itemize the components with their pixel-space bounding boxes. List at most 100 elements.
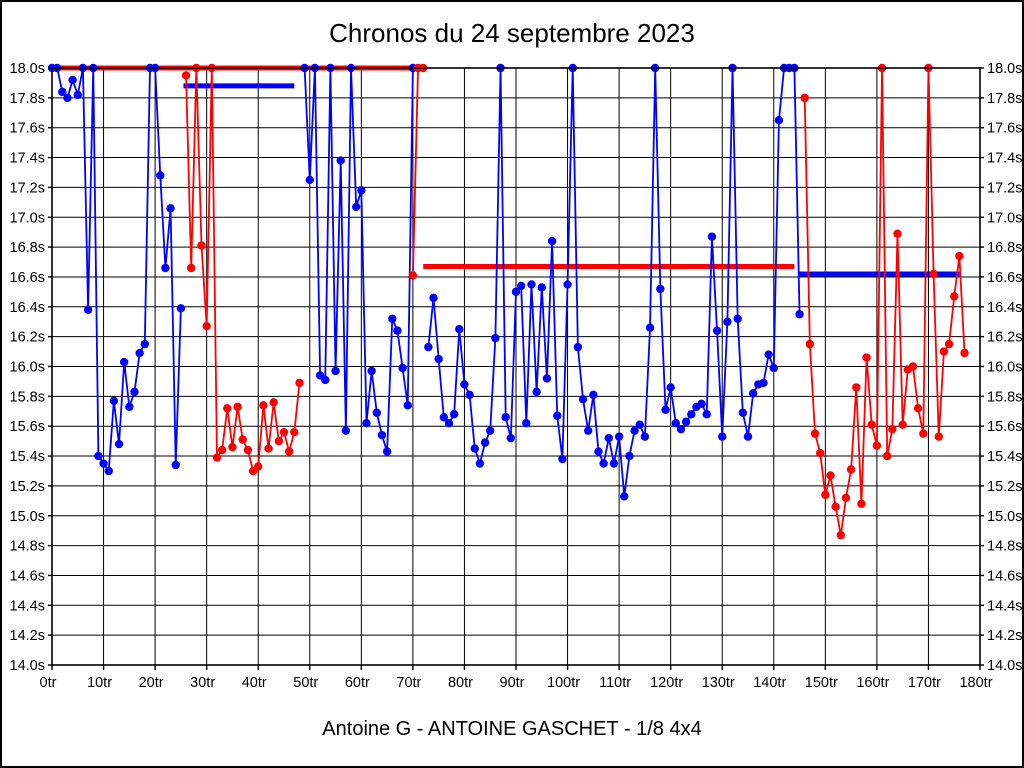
- y-tick-label-right: 14.2s: [987, 628, 1022, 644]
- run-6-red-point: [857, 499, 866, 509]
- run-5-blue-point: [424, 342, 433, 352]
- y-tick-label-left: 14.8s: [10, 539, 45, 555]
- y-tick-label-left: 16.6s: [10, 270, 45, 286]
- y-tick-label-left: 17.2s: [10, 180, 45, 196]
- run-6-red-point: [862, 353, 871, 362]
- run-5-blue-point: [589, 390, 598, 400]
- x-tick-label: 90tr: [500, 675, 525, 691]
- run-5-blue-point: [723, 317, 732, 326]
- run-5-blue-point: [501, 413, 510, 422]
- run-5-blue-point: [522, 419, 531, 428]
- run-5-blue-point: [470, 444, 479, 453]
- run-5-blue-point: [733, 314, 742, 323]
- y-tick-label-right: 18.0s: [987, 61, 1022, 77]
- chart-title: Chronos du 24 septembre 2023: [329, 18, 695, 48]
- run-5-blue-point: [666, 383, 675, 392]
- run-5-blue-point: [609, 459, 619, 468]
- x-tick-label: 170tr: [908, 675, 941, 691]
- run-1-blue-point: [171, 460, 180, 470]
- run-3-blue-point: [382, 447, 392, 456]
- y-tick-label-left: 16.8s: [10, 240, 45, 256]
- run-1-blue-point: [83, 305, 93, 314]
- run-5-blue-point: [687, 410, 696, 419]
- run-3-blue-point: [336, 156, 345, 165]
- run-5-blue-point: [774, 116, 784, 125]
- run-1-blue-point: [156, 171, 165, 180]
- run-5-blue-point: [573, 342, 583, 352]
- run-2-red-point: [243, 445, 253, 455]
- y-tick-label-right: 15.2s: [987, 479, 1022, 495]
- y-tick-label-left: 15.8s: [10, 389, 45, 405]
- run-3-blue-point: [403, 401, 412, 410]
- run-6-red-point: [929, 269, 938, 279]
- run-5-blue-point: [455, 324, 464, 334]
- run-5-blue-point: [769, 363, 778, 373]
- run-5-blue-point: [671, 419, 681, 428]
- y-tick-label-left: 15.4s: [10, 449, 45, 465]
- run-6-red-point: [944, 339, 954, 349]
- run-5-blue-point: [537, 283, 546, 292]
- run-1-blue-point: [166, 204, 175, 213]
- x-tick-label: 30tr: [190, 675, 215, 691]
- run-5-blue-point: [516, 281, 526, 291]
- run-6-red-point: [934, 432, 943, 441]
- run-5-blue-point: [764, 350, 773, 359]
- run-5-blue-point: [506, 433, 516, 443]
- driver-label: Antoine G - ANTOINE GASCHET - 1/8 4x4: [322, 718, 702, 740]
- x-tick-label: 100tr: [547, 675, 580, 691]
- x-tick-label: 120tr: [650, 675, 683, 691]
- run-5-blue-point: [594, 447, 603, 456]
- run-5-blue-point: [635, 420, 644, 429]
- y-tick-label-right: 15.8s: [987, 389, 1022, 405]
- run-5-blue-point: [475, 459, 485, 468]
- run-3-blue-point: [398, 363, 407, 373]
- run-6-red-point: [908, 362, 918, 371]
- run-6-red-point: [815, 448, 825, 458]
- run-6-red-point: [883, 451, 892, 461]
- y-tick-label-left: 17.6s: [10, 121, 45, 137]
- run-2-red-point: [202, 322, 211, 331]
- run-5-blue-point: [599, 459, 608, 468]
- x-tick-label: 160tr: [856, 675, 889, 691]
- run-1-blue-point: [94, 451, 103, 461]
- run-6-red-point: [955, 251, 964, 261]
- run-6-red-point: [867, 420, 876, 429]
- run-5-blue-point: [583, 426, 593, 435]
- x-tick-label: 10tr: [87, 675, 112, 691]
- run-1-blue-point: [130, 387, 139, 397]
- run-5-blue-point: [656, 284, 665, 294]
- run-2-red-point: [187, 263, 196, 273]
- run-6-red-point: [852, 383, 861, 392]
- run-3-blue-point: [362, 419, 371, 428]
- run-5-blue-point: [702, 410, 711, 419]
- run-6-red-point: [872, 441, 882, 450]
- y-tick-label-left: 17.0s: [10, 210, 45, 226]
- y-tick-label-right: 14.8s: [987, 539, 1022, 555]
- run-2-red-point: [264, 444, 273, 453]
- y-tick-label-right: 14.6s: [987, 568, 1022, 584]
- run-1-blue-point: [114, 439, 124, 449]
- y-tick-label-right: 16.2s: [987, 330, 1022, 346]
- run-5-blue-point: [712, 326, 722, 335]
- y-tick-label-left: 14.0s: [10, 658, 45, 674]
- x-tick-label: 150tr: [805, 675, 838, 691]
- run-6-red-point: [805, 339, 815, 349]
- y-tick-label-left: 15.6s: [10, 419, 45, 435]
- run-5-blue-point: [676, 424, 686, 434]
- run-5-blue-point: [444, 419, 454, 428]
- run-5-blue-point: [486, 426, 495, 435]
- run-5-blue-point: [558, 454, 567, 464]
- run-1-blue-point: [73, 90, 82, 100]
- y-tick-label-right: 16.6s: [987, 270, 1022, 286]
- run-6-red-point: [841, 493, 851, 503]
- run-6-red-point: [831, 502, 840, 511]
- run-6-red-point: [950, 292, 959, 301]
- run-5-blue-point: [759, 378, 768, 388]
- run-2-red-point: [290, 427, 299, 437]
- x-tick-label: 20tr: [139, 675, 164, 691]
- run-1-blue-point: [109, 396, 119, 406]
- run-1-blue-point: [135, 348, 144, 358]
- run-5-blue-point: [604, 433, 613, 443]
- run-5-blue-point: [681, 417, 691, 426]
- run-1-blue-point: [161, 263, 170, 273]
